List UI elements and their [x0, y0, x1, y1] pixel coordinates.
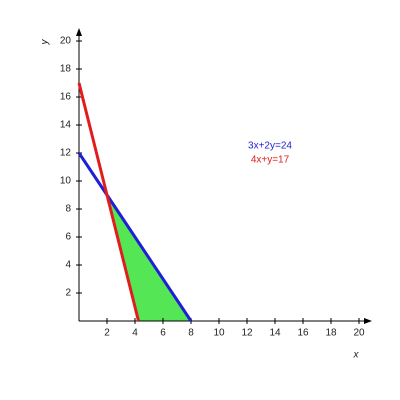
x-tick-label: 4	[132, 328, 138, 339]
y-tick-label: 16	[60, 92, 72, 103]
x-axis-arrow	[364, 318, 372, 324]
y-tick-label: 20	[60, 36, 72, 47]
y-tick-label: 6	[65, 232, 71, 243]
y-tick-label: 8	[65, 204, 71, 215]
x-tick-label: 8	[188, 328, 194, 339]
series-line	[77, 82, 140, 322]
x-tick-label: 10	[213, 328, 225, 339]
x-tick-label: 6	[160, 328, 166, 339]
x-tick-label: 12	[241, 328, 253, 339]
y-tick-label: 2	[65, 288, 71, 299]
x-tick-label: 2	[104, 328, 110, 339]
y-axis-label: y	[40, 39, 51, 46]
legend-entry: 3x+2y=24	[248, 141, 292, 152]
x-axis-label: x	[353, 350, 360, 361]
series-line	[77, 152, 193, 322]
x-tick-label: 18	[325, 328, 337, 339]
x-tick-label: 20	[353, 328, 365, 339]
y-tick-label: 10	[60, 176, 72, 187]
legend-entry: 4x+y=17	[251, 155, 290, 166]
y-tick-label: 4	[65, 260, 71, 271]
x-tick-label: 14	[269, 328, 281, 339]
y-tick-label: 18	[60, 64, 72, 75]
x-tick-label: 16	[297, 328, 309, 339]
y-axis-arrow	[76, 28, 82, 36]
y-tick-label: 12	[60, 148, 72, 159]
y-tick-label: 14	[60, 120, 72, 131]
